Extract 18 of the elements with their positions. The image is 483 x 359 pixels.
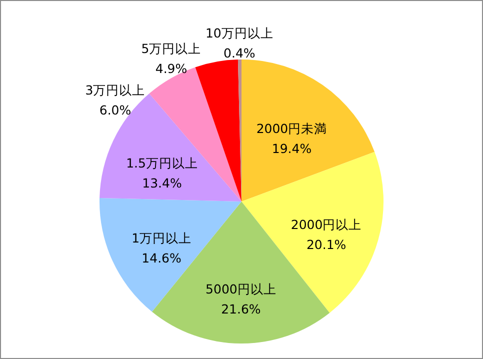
slice-label: 3万円以上 bbox=[85, 82, 146, 98]
data-label: 19.4% bbox=[272, 141, 312, 156]
slice-label: 2000円未満 bbox=[256, 121, 328, 136]
slice-label: 1.5万円以上 bbox=[126, 156, 198, 171]
data-label: 6.0% bbox=[99, 102, 132, 118]
slice-label: 10万円以上 bbox=[205, 26, 274, 41]
data-label: 0.4% bbox=[224, 46, 256, 61]
pie-slice bbox=[195, 60, 242, 202]
slice-label: 5000円以上 bbox=[206, 282, 276, 297]
pie-slice bbox=[242, 60, 375, 202]
data-label: 4.9% bbox=[155, 60, 188, 76]
data-label: 20.1% bbox=[306, 237, 346, 252]
slice-label: 5万円以上 bbox=[141, 40, 202, 56]
slice-label: 1万円以上 bbox=[132, 230, 192, 246]
data-label: 14.6% bbox=[142, 250, 182, 266]
slice-label: 2000円以上 bbox=[290, 217, 362, 232]
data-label: 13.4% bbox=[142, 176, 182, 191]
data-label: 21.6% bbox=[221, 302, 261, 317]
